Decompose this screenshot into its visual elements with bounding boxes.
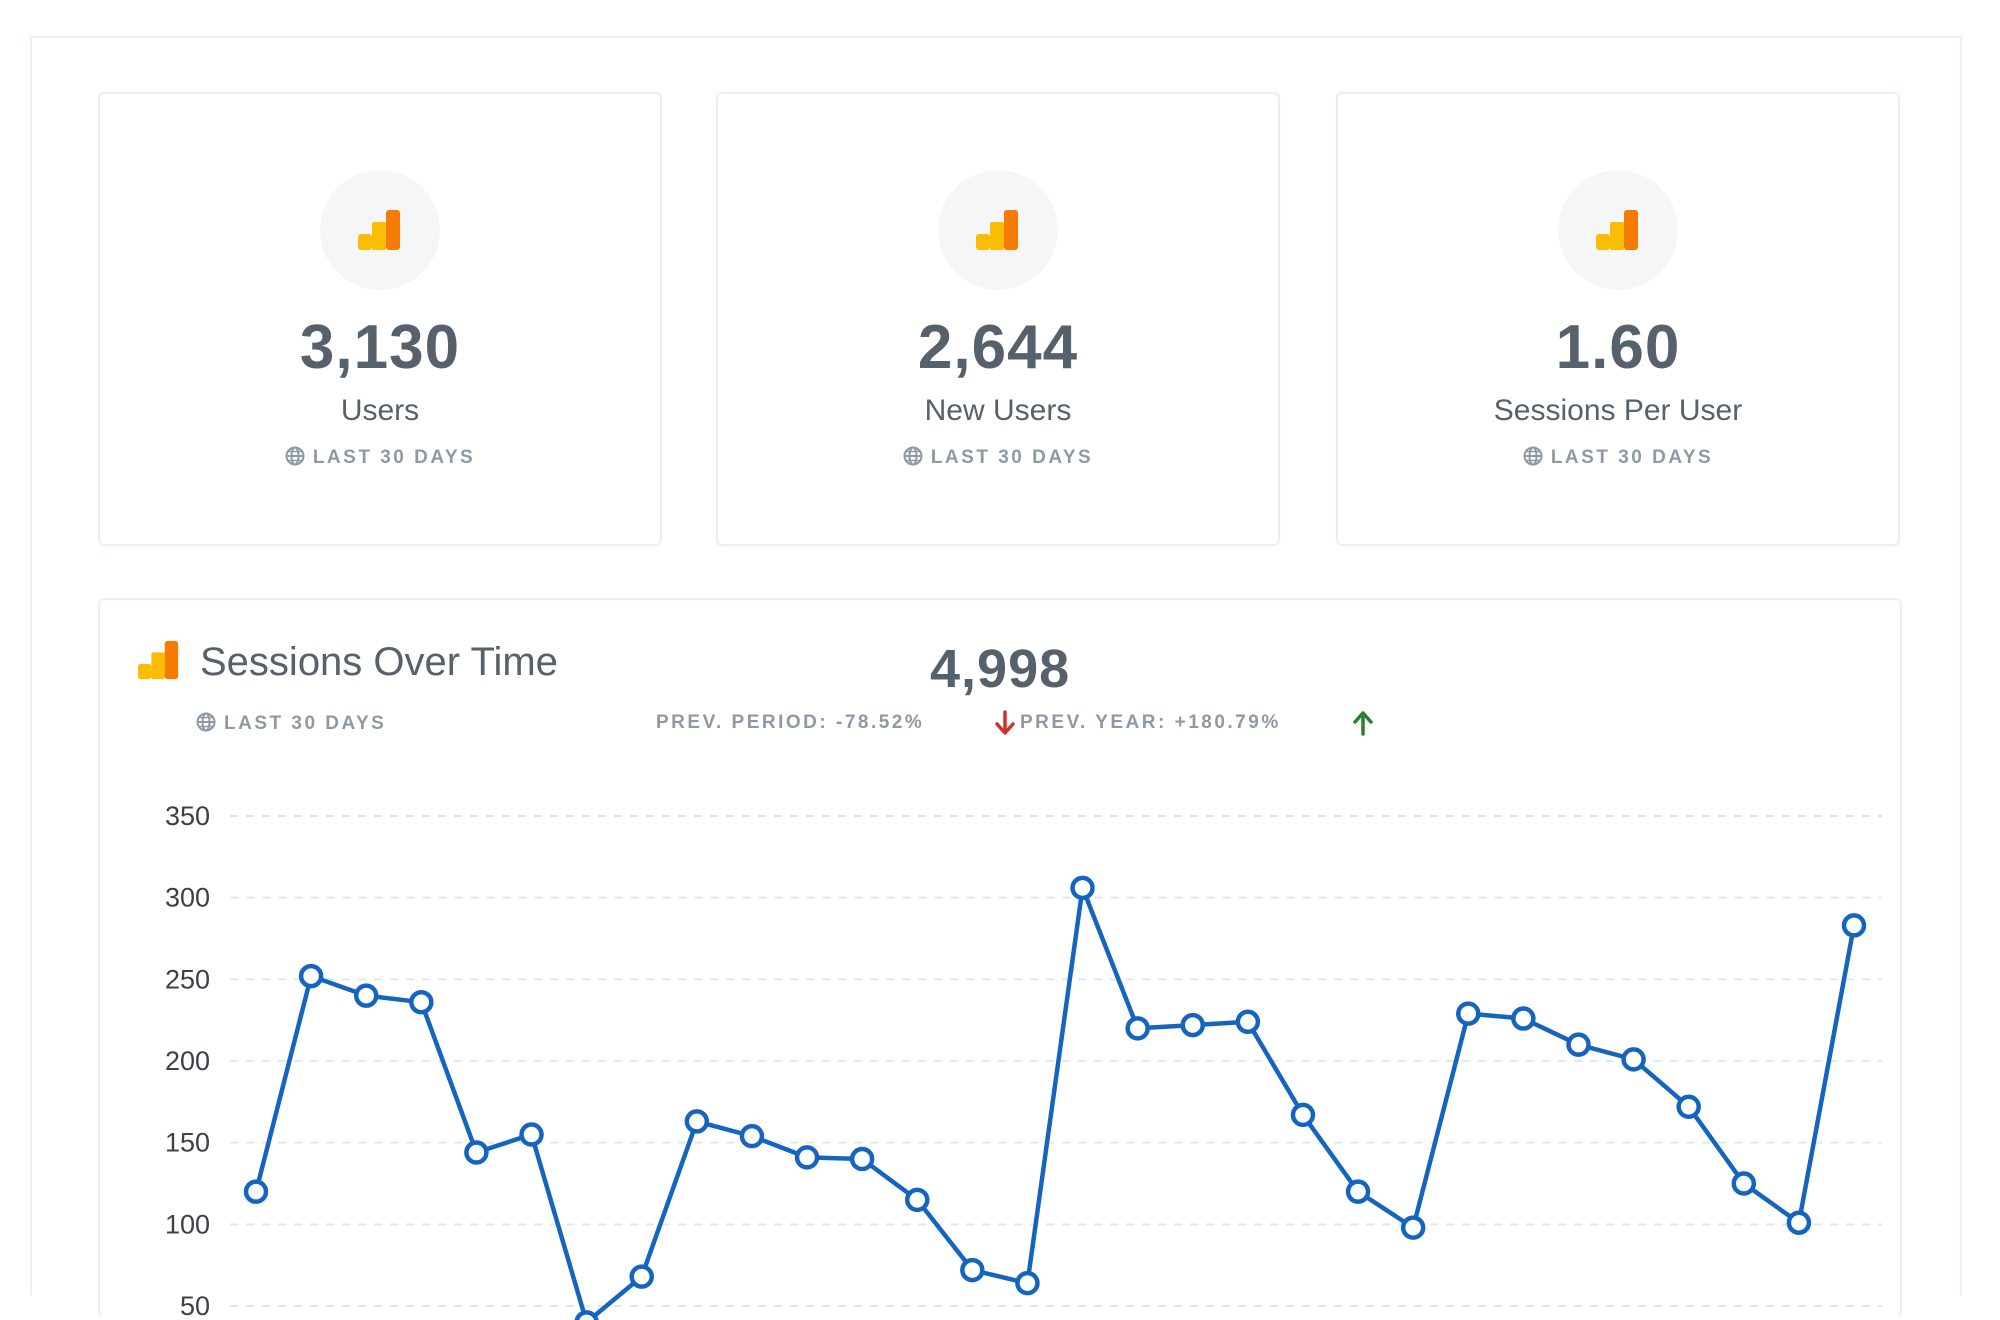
kpi-period: LAST 30 DAYS: [1338, 446, 1898, 469]
data-point[interactable]: [1566, 1032, 1591, 1057]
data-point[interactable]: [1621, 1047, 1646, 1072]
data-point[interactable]: [1290, 1102, 1316, 1128]
data-point[interactable]: [353, 983, 379, 1008]
arrow-up-icon: [1353, 711, 1373, 736]
data-point[interactable]: [1015, 1270, 1040, 1296]
data-point[interactable]: [409, 989, 434, 1015]
data-point[interactable]: [1511, 1006, 1536, 1031]
y-tick-label: 300: [165, 883, 210, 913]
data-point[interactable]: [960, 1257, 985, 1283]
y-tick-label: 250: [165, 964, 210, 994]
data-point[interactable]: [1786, 1210, 1812, 1235]
data-point[interactable]: [1125, 1016, 1150, 1041]
globe-icon: [285, 446, 305, 466]
data-point[interactable]: [1345, 1179, 1371, 1204]
chart-period-label: LAST 30 DAYS: [224, 713, 387, 734]
kpi-period: LAST 30 DAYS: [100, 446, 660, 469]
y-tick-label: 100: [165, 1209, 210, 1239]
analytics-icon: [320, 170, 440, 290]
kpi-period-label: LAST 30 DAYS: [1550, 447, 1714, 468]
sessions-total: 4,998: [930, 639, 1071, 699]
y-tick-label: 350: [165, 801, 210, 831]
data-point[interactable]: [574, 1310, 599, 1320]
data-point[interactable]: [1841, 913, 1867, 938]
globe-icon: [1523, 446, 1543, 466]
prev-year-comparison: PREV. YEAR: +180.79%: [1020, 712, 1281, 733]
data-point[interactable]: [1731, 1171, 1757, 1196]
kpi-card-sessions-per-user[interactable]: 1.60 Sessions Per User LAST 30 DAYS: [1336, 92, 1900, 546]
kpi-value: 2,644: [917, 313, 1079, 382]
analytics-icon: [1558, 170, 1678, 290]
kpi-value: 1.60: [1555, 313, 1681, 382]
data-point[interactable]: [629, 1264, 654, 1289]
kpi-period-label: LAST 30 DAYS: [312, 447, 476, 468]
data-point[interactable]: [849, 1146, 875, 1172]
analytics-icon: [938, 170, 1058, 290]
data-point[interactable]: [1400, 1215, 1426, 1240]
data-point[interactable]: [684, 1109, 710, 1134]
kpi-value: 3,130: [299, 313, 461, 382]
dashboard-container: 3,130 Users LAST 30 DAYS 2,644 New Users…: [30, 36, 1962, 1320]
kpi-card-new-users[interactable]: 2,644 New Users LAST 30 DAYS: [716, 92, 1280, 546]
sessions-line-chart: 350 300 250 200 150 100 50: [165, 801, 1882, 1320]
data-point[interactable]: [1676, 1094, 1701, 1119]
data-point[interactable]: [1180, 1012, 1206, 1038]
data-point[interactable]: [298, 963, 324, 989]
kpi-label: Users: [340, 394, 420, 427]
y-tick-label: 50: [180, 1291, 210, 1320]
data-point[interactable]: [794, 1145, 820, 1170]
kpi-label: New Users: [924, 394, 1072, 427]
arrow-down-icon: [995, 710, 1015, 735]
data-point[interactable]: [904, 1187, 930, 1213]
data-point[interactable]: [739, 1123, 765, 1149]
kpi-card-users[interactable]: 3,130 Users LAST 30 DAYS: [98, 92, 662, 546]
data-point[interactable]: [243, 1179, 269, 1204]
analytics-icon: [138, 640, 179, 680]
prev-period-comparison: PREV. PERIOD: -78.52%: [656, 712, 925, 733]
globe-icon: [196, 712, 216, 732]
globe-icon: [903, 446, 923, 466]
kpi-label: Sessions Per User: [1493, 394, 1743, 427]
data-point[interactable]: [1456, 1001, 1481, 1026]
data-point[interactable]: [464, 1140, 489, 1165]
series-line: [253, 885, 1857, 1320]
kpi-period: LAST 30 DAYS: [718, 446, 1278, 469]
kpi-period-label: LAST 30 DAYS: [930, 447, 1094, 468]
data-point[interactable]: [1235, 1009, 1261, 1035]
y-tick-label: 200: [165, 1046, 210, 1076]
data-point[interactable]: [519, 1122, 544, 1147]
data-point[interactable]: [1070, 875, 1095, 901]
y-tick-label: 150: [165, 1128, 210, 1158]
sessions-chart-card[interactable]: Sessions Over Time LAST 30 DAYS 4,998 PR…: [98, 598, 1902, 1320]
chart-title: Sessions Over Time: [200, 640, 558, 684]
chart-period: LAST 30 DAYS: [196, 712, 386, 735]
